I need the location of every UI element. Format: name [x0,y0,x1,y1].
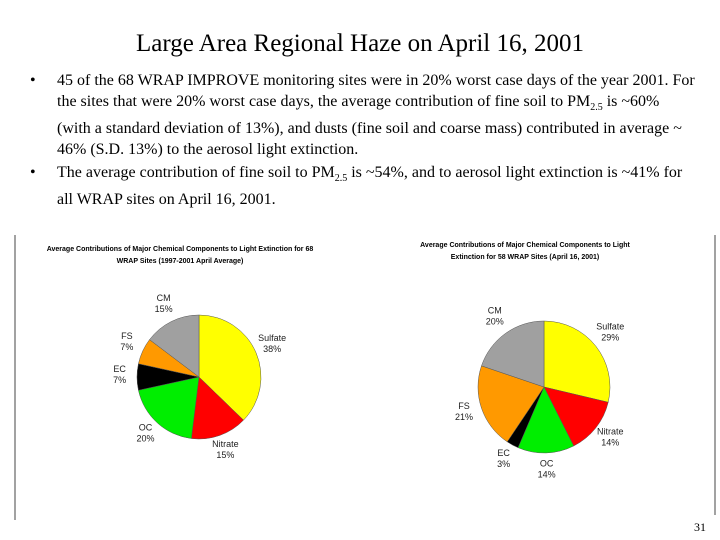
pie-slice [138,376,200,439]
pie-slice [543,320,611,403]
slice-value: 14% [601,437,619,447]
pie-slice [191,376,244,440]
pie-slice [517,386,575,454]
bullet-text: The average contribution of fine soil to… [57,164,335,182]
slice-value: 15% [155,304,173,314]
pie-slice [477,365,545,443]
bullet-text: 2.5 [334,173,348,185]
page-number: 31 [694,520,706,534]
slice-label: EC [497,448,510,458]
slice-value: 14% [538,469,556,479]
bullet-text: is ~54%, and to aerosol light extinction… [57,164,683,209]
slice-label: OC [139,423,153,433]
slice-value: 7% [120,342,133,352]
bullet: 45 of the 68 WRAP IMPROVE monitoring sit… [30,70,695,160]
slice-label: OC [540,458,554,468]
slice-value: 15% [216,450,234,460]
bullet: The average contribution of fine soil to… [30,162,695,210]
slice-label: CM [157,293,171,303]
slice-value: 7% [113,375,126,385]
chart-title: Average Contributions of Major Chemical … [420,242,630,261]
slice-label: Nitrate [212,439,239,449]
slice-label: FS [121,331,133,341]
bullet-text: is ~60% (with a standard deviation of 13… [57,93,682,159]
slice-value: 38% [263,344,281,354]
slice-label: Sulfate [258,333,286,343]
slice-label: EC [113,364,126,374]
pie-slice [543,386,609,447]
slice-value: 29% [601,333,619,343]
pie-slice [149,314,200,378]
slice-value: 3% [497,459,510,469]
slice-label: Sulfate [596,322,624,332]
slice-label: FS [458,401,470,411]
slice-value: 20% [486,316,504,326]
pie-slice [481,320,545,388]
bullet-list: 45 of the 68 WRAP IMPROVE monitoring sit… [30,70,695,210]
slide-title: Large Area Regional Haze on April 16, 20… [135,30,585,57]
slice-label: Nitrate [597,426,624,436]
slice-value: 20% [137,434,155,444]
slice-value: 21% [455,412,473,422]
slice-label: CM [488,305,502,315]
bullet-text: 2.5 [590,102,603,114]
chart-title: Average Contributions of Major Chemical … [46,246,314,265]
bullet-text: 45 of the 68 WRAP IMPROVE monitoring sit… [57,72,695,110]
pie-slice [198,314,262,421]
